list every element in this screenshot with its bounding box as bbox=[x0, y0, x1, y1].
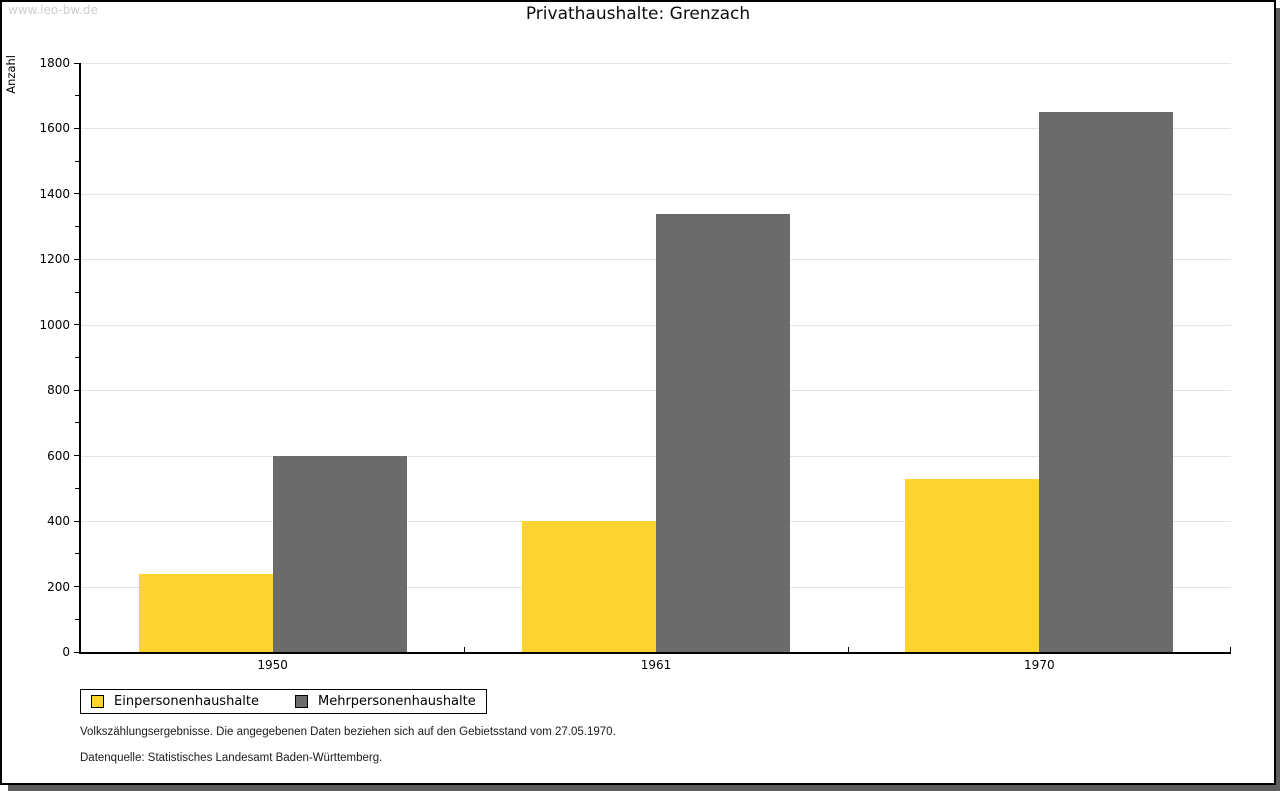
x-boundary-tick bbox=[464, 647, 465, 652]
bar-mehrpersonenhaushalte-1970 bbox=[1039, 112, 1173, 652]
y-tick-label: 1400 bbox=[39, 186, 70, 201]
bar-mehrpersonenhaushalte-1961 bbox=[656, 214, 790, 652]
y-tick-label: 1600 bbox=[39, 121, 70, 136]
bar-einpersonenhaushalte-1950 bbox=[139, 574, 273, 652]
y-tick-1400 bbox=[74, 193, 79, 195]
y-tick-600 bbox=[74, 455, 79, 457]
y-minor-tick-1100 bbox=[75, 291, 79, 293]
y-tick-1600 bbox=[74, 127, 79, 129]
legend-label: Einpersonenhaushalte bbox=[114, 694, 259, 709]
y-minor-tick-500 bbox=[75, 487, 79, 489]
y-tick-800 bbox=[74, 389, 79, 391]
y-tick-label: 800 bbox=[47, 383, 70, 398]
y-minor-tick-1500 bbox=[75, 160, 79, 162]
gridline-1800 bbox=[81, 63, 1231, 64]
watermark: www.leo-bw.de bbox=[8, 3, 98, 17]
gridline-1600 bbox=[81, 128, 1231, 130]
y-tick-label: 600 bbox=[47, 448, 70, 463]
footnote-source-note: Volkszählungsergebnisse. Die angegebenen… bbox=[80, 726, 616, 738]
gridline-1400 bbox=[81, 193, 1231, 195]
legend-item: Einpersonenhaushalte bbox=[91, 694, 259, 709]
chart-title: Privathaushalte: Grenzach bbox=[525, 4, 751, 24]
y-minor-tick-700 bbox=[75, 422, 79, 424]
y-tick-400 bbox=[74, 520, 79, 522]
plot-area: 0 200 400 600 800 1000 1200 1400 1600 1800 1950 196… bbox=[39, 56, 1231, 672]
x-tick-label: 1950 bbox=[257, 658, 288, 672]
y-minor-tick-1700 bbox=[75, 95, 79, 97]
bar-einpersonenhaushalte-1970 bbox=[905, 479, 1039, 652]
legend-swatch-mehrpersonenhaushalte bbox=[295, 695, 308, 708]
y-minor-tick-100 bbox=[75, 618, 79, 620]
y-tick-1200 bbox=[74, 258, 79, 260]
legend-swatch-einpersonenhaushalte bbox=[91, 695, 104, 708]
y-tick-label: 400 bbox=[47, 514, 70, 529]
y-tick-1800 bbox=[74, 62, 79, 64]
y-tick-0 bbox=[74, 651, 79, 653]
y-minor-tick-900 bbox=[75, 357, 79, 358]
y-tick-label: 1000 bbox=[39, 317, 70, 332]
y-tick-label: 200 bbox=[47, 579, 70, 594]
y-minor-tick-300 bbox=[75, 553, 79, 555]
footnote-data-source: Datenquelle: Statistisches Landesamt Bad… bbox=[80, 752, 383, 764]
x-tick-label: 1961 bbox=[640, 658, 672, 672]
y-tick-label: 1200 bbox=[39, 252, 70, 267]
legend: Einpersonenhaushalte Mehrpersonenhaushal… bbox=[80, 689, 487, 714]
legend-label: Mehrpersonenhaushalte bbox=[318, 694, 476, 709]
y-tick-label: 1800 bbox=[39, 56, 70, 70]
y-tick-1000 bbox=[74, 324, 79, 326]
y-tick-label: 0 bbox=[62, 645, 70, 659]
legend-item: Mehrpersonenhaushalte bbox=[295, 694, 476, 709]
y-minor-tick-1300 bbox=[75, 226, 79, 228]
x-boundary-tick bbox=[1230, 647, 1231, 652]
bar-einpersonenhaushalte-1961 bbox=[522, 521, 656, 652]
y-tick-200 bbox=[74, 586, 79, 588]
x-boundary-tick bbox=[848, 647, 849, 652]
x-tick-label: 1970 bbox=[1024, 658, 1055, 672]
bar-mehrpersonenhaushalte-1950 bbox=[273, 456, 407, 652]
